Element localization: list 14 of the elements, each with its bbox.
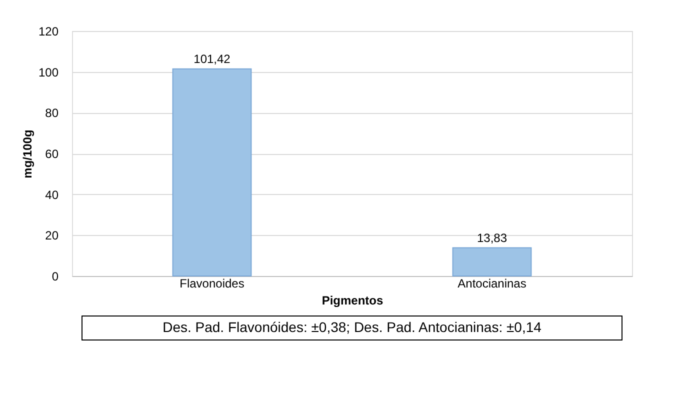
- y-tick-label: 0: [52, 270, 59, 284]
- y-tick-label: 120: [38, 24, 59, 38]
- data-label: 101,42: [194, 52, 231, 66]
- y-tick-label: 80: [45, 106, 59, 120]
- text: Des. Pad. Flavonóides: ±0,38; Des. Pad. Antocianinas: ±0,14: [162, 319, 542, 335]
- y-tick-label: 40: [45, 188, 59, 202]
- y-axis-title: mg/100g: [20, 130, 34, 178]
- x-axis-title: Pigmentos: [322, 294, 384, 308]
- x-tick-label: Flavonoides: [180, 276, 244, 290]
- y-tick-label: 60: [45, 147, 59, 161]
- x-tick-label: Antocianinas: [458, 276, 526, 290]
- y-tick-label: 100: [38, 65, 59, 80]
- data-label: 13,83: [476, 230, 508, 245]
- y-tick-label: 20: [45, 228, 59, 243]
